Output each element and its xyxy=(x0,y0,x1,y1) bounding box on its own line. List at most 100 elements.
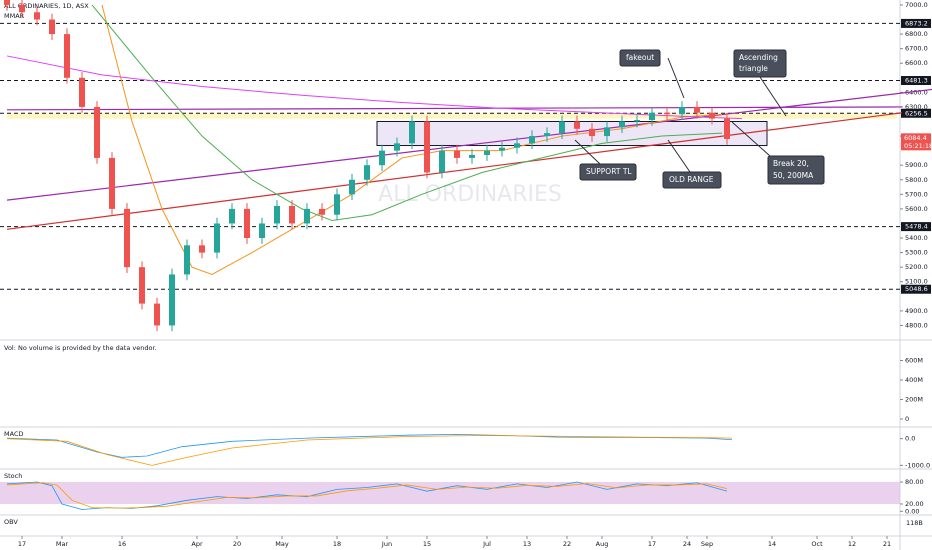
y-tick-label: 600M xyxy=(905,357,923,365)
x-tick-label: Sep xyxy=(701,540,713,548)
volume-label: Vol: No volume is provided by the data v… xyxy=(4,344,157,352)
y-tick-label: 80.00 xyxy=(905,478,924,486)
candle-body xyxy=(379,150,385,166)
zone xyxy=(7,113,897,119)
y-tick-label: 5700.0 xyxy=(905,190,928,198)
y-tick-label: 6700.0 xyxy=(905,45,928,53)
y-tick-label: 5300.0 xyxy=(905,249,928,257)
candle-body xyxy=(139,267,145,304)
candle-body xyxy=(334,194,340,215)
annotation-box xyxy=(662,171,722,189)
x-tick-label: Jul xyxy=(482,540,491,548)
x-tick-label: 21 xyxy=(883,540,891,548)
level-label: 5048.6 xyxy=(905,285,928,293)
y-tick-label: 4800.0 xyxy=(905,321,928,329)
annotation: triangle xyxy=(739,64,768,73)
candle-body xyxy=(544,133,550,137)
level-label-box xyxy=(901,108,931,118)
y-tick-label: 200M xyxy=(905,396,923,404)
x-tick-label: 18 xyxy=(333,540,341,548)
candle-body xyxy=(244,208,250,239)
obv-label: OBV xyxy=(4,518,18,526)
annotation-arrow xyxy=(667,139,691,173)
candle-body xyxy=(649,112,655,121)
candle-body xyxy=(439,150,445,173)
x-tick-label: 13 xyxy=(523,540,531,548)
y-tick-label: 400M xyxy=(905,376,923,384)
x-tick-label: Aug xyxy=(596,540,609,548)
level-label: 6873.2 xyxy=(905,19,928,27)
annotation: Ascending xyxy=(739,53,778,62)
candle-body xyxy=(364,165,370,180)
x-tick-label: 22 xyxy=(563,540,571,548)
candle-body xyxy=(49,19,55,35)
obv-value: 118B xyxy=(906,519,923,527)
macd-label: MACD xyxy=(4,430,23,438)
candle-body xyxy=(34,12,40,20)
candle-body xyxy=(454,150,460,158)
watermark: ALL ORDINARIES xyxy=(378,182,562,207)
annotation-box xyxy=(767,155,825,185)
candle-body xyxy=(634,120,640,122)
moving-average xyxy=(91,4,723,222)
x-tick-label: 14 xyxy=(768,540,776,548)
y-tick-label: 6400.0 xyxy=(905,88,928,96)
price-label: 6084.4 xyxy=(904,134,927,142)
annotation: fakeout xyxy=(626,53,654,62)
y-tick-label: 0.00 xyxy=(905,507,919,515)
candle-body xyxy=(259,223,265,239)
candle-body xyxy=(679,106,685,115)
stoch-band xyxy=(0,482,900,504)
candle-body xyxy=(199,245,205,253)
x-tick-label: Jun xyxy=(381,540,392,548)
candle-body xyxy=(154,303,160,326)
y-tick-label: 5400.0 xyxy=(905,234,928,242)
level-label: 6481.3 xyxy=(905,77,928,85)
x-tick-label: 20 xyxy=(233,540,241,548)
level-label: 5478.4 xyxy=(905,223,928,231)
candle-body xyxy=(469,154,475,158)
candle-body xyxy=(409,121,415,144)
chart-title: ALL ORDINARIES, 1D, ASX xyxy=(4,2,89,10)
candle-body xyxy=(289,205,295,224)
candle-body xyxy=(394,143,400,151)
candle-body xyxy=(499,147,505,151)
candle-body xyxy=(559,121,565,134)
x-tick-label: 24 xyxy=(683,540,691,548)
y-tick-label: 20.00 xyxy=(905,500,924,508)
price-label-box xyxy=(901,133,931,151)
candle-body xyxy=(514,143,520,148)
candle-body xyxy=(64,34,70,78)
y-tick-label: 0 xyxy=(905,415,909,423)
candle-body xyxy=(229,208,235,224)
candle-body xyxy=(529,136,535,144)
candle-body xyxy=(94,106,100,158)
level-label: 6256.5 xyxy=(905,109,928,117)
candle-body xyxy=(424,121,430,173)
candle-body xyxy=(124,208,130,268)
x-tick-label: 17 xyxy=(18,540,26,548)
y-tick-label: 6600.0 xyxy=(905,59,928,67)
x-tick-label: Apr xyxy=(191,540,203,548)
candle-body xyxy=(214,223,220,253)
moving-average xyxy=(6,55,743,120)
annotation-box xyxy=(579,163,637,181)
annotation-arrow xyxy=(731,121,771,157)
candle-body xyxy=(694,106,700,113)
x-tick-label: 15 xyxy=(423,540,431,548)
candle-body xyxy=(4,0,10,5)
y-tick-label: 6300.0 xyxy=(905,103,928,111)
range-box xyxy=(376,120,768,147)
y-tick-label: 7000.0 xyxy=(905,1,928,9)
x-tick-label: 12 xyxy=(848,540,856,548)
stoch-line xyxy=(6,482,728,509)
annotation-box xyxy=(619,49,661,67)
y-tick-label: 4900.0 xyxy=(905,307,928,315)
annotation: 50, 200MA xyxy=(773,171,814,180)
x-tick-label: Mar xyxy=(56,540,69,548)
candle-body xyxy=(319,208,325,215)
candle-body xyxy=(574,121,580,129)
annotation: Break 20, xyxy=(773,159,809,168)
